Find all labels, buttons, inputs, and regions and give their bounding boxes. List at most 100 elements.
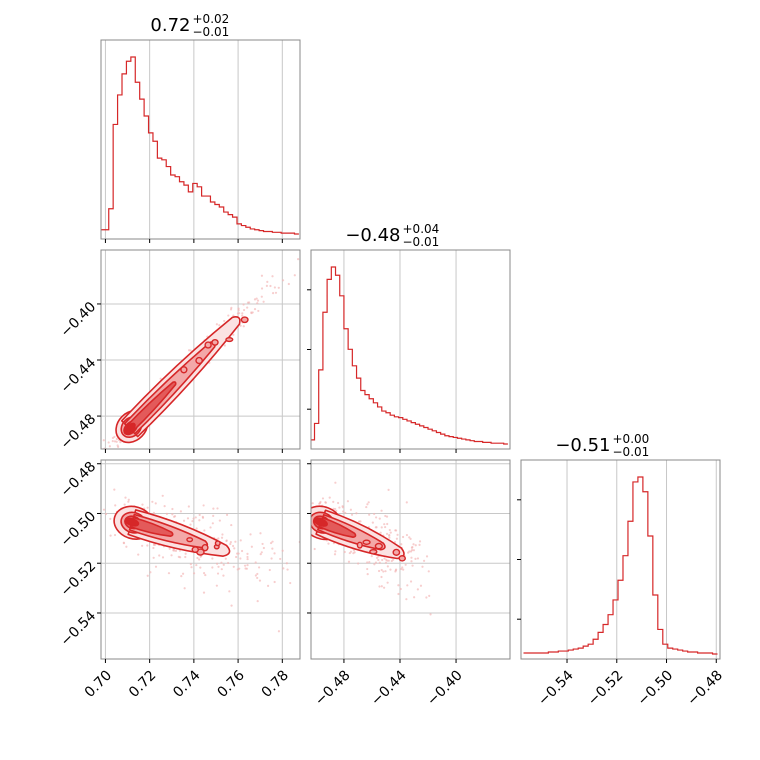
sample-point [409, 580, 413, 583]
sample-point [394, 570, 397, 573]
sample-point [269, 284, 272, 288]
sample-point [204, 573, 207, 577]
sample-point [256, 572, 259, 576]
sample-point [231, 544, 235, 548]
sample-point [161, 556, 165, 559]
sample-point [385, 515, 389, 518]
sample-point [163, 505, 166, 508]
sample-point [123, 503, 126, 506]
sample-point [318, 501, 322, 505]
sample-point [152, 546, 155, 550]
sample-point [229, 308, 233, 311]
x-tick-label: −0.50 [635, 667, 677, 709]
sample-point [209, 526, 212, 529]
sample-point [107, 441, 110, 444]
sample-point [154, 565, 158, 568]
sample-point [388, 528, 391, 532]
sample-point [262, 300, 265, 303]
panel-frame [100, 249, 301, 450]
sample-point [271, 540, 274, 543]
sample-point [212, 507, 215, 510]
sample-point [253, 307, 257, 311]
sample-point [195, 563, 198, 567]
sample-point [246, 301, 250, 304]
sample-point [152, 511, 155, 514]
sample-point [242, 325, 245, 328]
sample-point [348, 551, 351, 555]
sample-point [246, 557, 249, 561]
contour-island [191, 546, 200, 553]
sample-point [109, 517, 112, 520]
sample-point [113, 533, 117, 537]
contour-peak [123, 422, 136, 435]
sample-point [97, 507, 99, 509]
sample-point [227, 314, 230, 317]
sample-point [386, 565, 389, 568]
sample-point [107, 453, 109, 455]
sample-point [371, 521, 374, 524]
sample-point [422, 559, 426, 562]
sample-point [232, 333, 235, 336]
sample-point [216, 562, 219, 565]
title-upper-error: +0.04 [403, 222, 440, 236]
sample-point [111, 436, 115, 440]
title-upper-error: +0.00 [613, 432, 650, 446]
sample-point [418, 540, 422, 543]
sample-point [385, 558, 388, 561]
sample-point [349, 508, 353, 511]
x-tick-label: 0.74 [170, 667, 203, 700]
sample-point [261, 542, 264, 546]
title-value: −0.48 [345, 225, 400, 246]
sample-point [380, 575, 383, 579]
sample-point [256, 299, 260, 302]
sample-point [410, 546, 414, 549]
sample-point [418, 543, 421, 546]
y-tick-label: −0.44 [58, 355, 100, 397]
sample-point [297, 258, 300, 261]
sample-point [111, 440, 114, 443]
sample-point [410, 556, 413, 559]
panel-frame [310, 249, 511, 450]
sample-point [257, 309, 260, 313]
sample-point [378, 561, 381, 564]
contour-island [240, 316, 249, 324]
contour-island [201, 544, 209, 552]
sample-point [368, 561, 371, 564]
sample-point [425, 555, 429, 558]
sample-point [271, 291, 275, 295]
sample-point [419, 584, 423, 587]
contour-island [362, 539, 371, 545]
histogram-step-line [523, 476, 718, 655]
sample-point [159, 377, 162, 380]
sample-point [311, 577, 313, 579]
sample-point [327, 542, 330, 545]
sample-point [381, 558, 384, 562]
sample-point [260, 274, 264, 277]
contour-island [180, 366, 188, 374]
sample-point [347, 560, 351, 563]
sample-point [260, 295, 263, 298]
sample-point [202, 504, 205, 507]
sample-point [240, 549, 244, 553]
sample-point [189, 349, 192, 352]
histogram-panel-0 [101, 40, 299, 239]
sample-point [277, 286, 280, 289]
sample-point [122, 541, 125, 544]
sample-point [380, 526, 383, 529]
sample-point [380, 585, 383, 588]
sample-point [271, 547, 274, 550]
x-tick-label: −0.52 [585, 667, 627, 709]
sample-point [271, 275, 274, 278]
y-tick-label: −0.54 [58, 608, 100, 650]
sample-point [237, 309, 240, 312]
y-tick-label: −0.48 [58, 459, 100, 501]
sample-point [125, 545, 128, 548]
sample-point [266, 280, 269, 283]
contour-island [356, 541, 363, 549]
sample-point [429, 613, 432, 616]
sample-point [395, 537, 398, 540]
sample-point [385, 532, 389, 536]
title-lower-error: −0.01 [403, 235, 440, 249]
sample-point [281, 549, 284, 552]
